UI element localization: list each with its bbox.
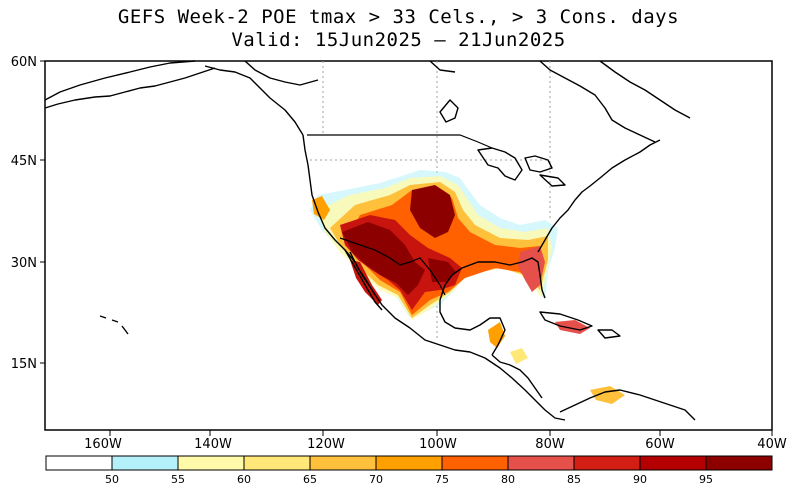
colorbar-swatch — [441, 455, 509, 471]
shade-honduras — [510, 348, 528, 364]
lon-label-100w: 100W — [419, 437, 457, 452]
colorbar-label-70: 70 — [369, 473, 383, 486]
colorbar-swatch — [309, 455, 377, 471]
lat-label-30n: 30N — [11, 256, 37, 271]
colorbar-label-60: 60 — [237, 473, 251, 486]
colorbar-swatch — [507, 455, 575, 471]
shade-nw — [312, 196, 330, 220]
east-coast — [537, 139, 661, 253]
shade-florida — [518, 246, 545, 292]
coastlines — [44, 60, 696, 421]
lon-label-120w: 120W — [307, 437, 345, 452]
mexico-gulf — [439, 300, 506, 356]
alaska-panhandle — [204, 65, 304, 136]
colorbar-label-50: 50 — [105, 473, 119, 486]
colorbar-label-65: 65 — [303, 473, 317, 486]
axis-ticks — [40, 60, 773, 436]
central-america — [491, 354, 543, 399]
lon-label-40w: 40W — [757, 437, 787, 452]
lat-label-60n: 60N — [11, 55, 37, 70]
us-canada-border — [307, 134, 493, 149]
shade-95-gulf — [428, 258, 456, 282]
hispaniola — [597, 329, 621, 339]
chart-title: GEFS Week-2 POE tmax > 33 Cels., > 3 Con… — [117, 6, 680, 28]
canada-arctic — [244, 60, 691, 143]
shade-95-core — [410, 185, 455, 238]
shade-yucatan — [488, 322, 505, 348]
colorbar-label-95: 95 — [699, 473, 713, 486]
hawaii — [99, 315, 129, 335]
colorbar — [45, 455, 773, 471]
colorbar-label-85: 85 — [567, 473, 581, 486]
colorbar-swatch — [375, 455, 443, 471]
colorbar-swatch — [111, 455, 179, 471]
lon-label-160w: 160W — [84, 437, 122, 452]
chart-subtitle: Valid: 15Jun2025 – 21Jun2025 — [231, 29, 566, 51]
lon-label-60w: 60W — [645, 437, 675, 452]
baja-peninsula — [344, 249, 383, 311]
colorbar-label-90: 90 — [633, 473, 647, 486]
colorbar-swatch — [573, 455, 641, 471]
lon-label-80w: 80W — [535, 437, 565, 452]
alaska-coast — [44, 60, 216, 109]
great-lakes — [477, 147, 566, 187]
colorbar-swatch — [45, 455, 113, 471]
gulf-coast — [439, 257, 546, 301]
lat-label-45n: 45N — [11, 154, 37, 169]
colorbar-swatch — [177, 455, 245, 471]
colorbar-label-55: 55 — [171, 473, 185, 486]
lon-label-140w: 140W — [194, 437, 232, 452]
colorbar-labels: 50 55 60 65 70 75 80 85 90 95 — [105, 473, 713, 486]
colorbar-swatch — [243, 455, 311, 471]
hudson-bay — [439, 99, 459, 123]
probability-shading — [310, 170, 625, 404]
colorbar-swatch — [639, 455, 707, 471]
shade-95-sw — [342, 222, 425, 295]
south-america — [559, 389, 696, 421]
lat-label-15n: 15N — [11, 357, 37, 372]
west-coast — [302, 134, 566, 421]
colorbar-label-80: 80 — [501, 473, 515, 486]
colorbar-label-75: 75 — [435, 473, 449, 486]
colorbar-swatch — [705, 455, 773, 471]
graticule — [310, 61, 551, 340]
shade-cuba — [555, 320, 590, 334]
borders — [307, 134, 493, 296]
us-mexico-border — [339, 237, 446, 296]
cuba — [539, 311, 593, 331]
